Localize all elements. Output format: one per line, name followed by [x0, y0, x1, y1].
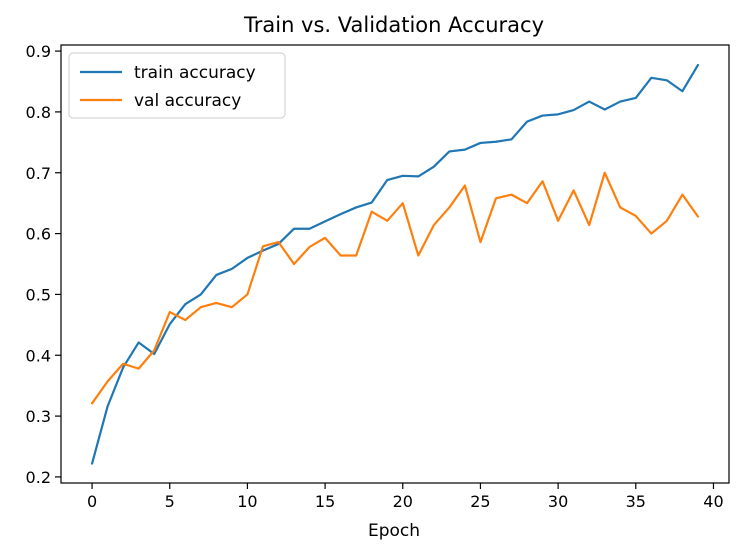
y-tick-label: 0.5	[26, 285, 51, 304]
train-accuracy-line	[90, 63, 700, 465]
y-tick-label: 0.8	[26, 103, 51, 122]
y-tick-label: 0.9	[26, 42, 51, 61]
y-tick-label: 0.6	[26, 225, 51, 244]
legend: train accuracy val accuracy	[68, 52, 286, 119]
y-axis: 0.2 0.3 0.4 0.5 0.6 0.7 0.8 0.9	[26, 42, 61, 487]
x-tick-label: 5	[165, 492, 175, 511]
y-tick-label: 0.4	[26, 346, 51, 365]
x-tick-label: 0	[87, 492, 97, 511]
legend-box	[68, 52, 286, 119]
y-tick-label: 0.3	[26, 407, 51, 426]
series-layer	[90, 63, 700, 465]
x-tick-label: 30	[548, 492, 568, 511]
x-tick-label: 15	[315, 492, 335, 511]
x-axis: 0 5 10 15 20 25 30 35 40	[87, 483, 724, 511]
x-tick-label: 10	[237, 492, 257, 511]
legend-label-train: train accuracy	[134, 63, 256, 83]
plot-frame	[60, 44, 730, 484]
x-tick-label: 40	[703, 492, 723, 511]
chart-title: Train vs. Validation Accuracy	[243, 13, 544, 37]
y-tick-label: 0.7	[26, 164, 51, 183]
x-tick-label: 25	[470, 492, 490, 511]
x-axis-label: Epoch	[368, 521, 420, 541]
val-accuracy-line	[90, 171, 700, 405]
x-tick-label: 35	[626, 492, 646, 511]
legend-label-val: val accuracy	[134, 91, 241, 111]
y-tick-label: 0.2	[26, 468, 51, 487]
x-tick-label: 20	[393, 492, 413, 511]
